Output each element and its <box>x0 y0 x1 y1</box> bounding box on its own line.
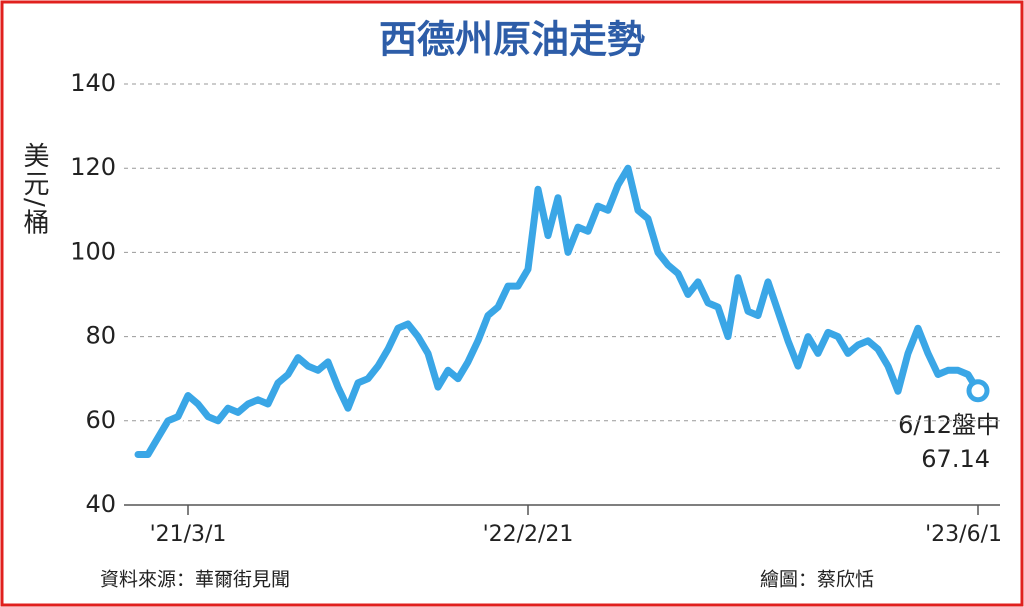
source: 資料來源：華爾街見聞 <box>100 569 290 591</box>
y-tick-label: 60 <box>85 406 116 434</box>
y-tick-label: 100 <box>70 237 116 265</box>
value-label: 67.14 <box>921 445 990 473</box>
credit: 繪圖：蔡欣恬 <box>760 569 874 591</box>
y-tick-label: 40 <box>85 490 116 518</box>
y-tick-label: 80 <box>85 322 116 350</box>
x-tick-label: '21/3/1 <box>150 522 227 547</box>
y-axis-label: 美元/桶 <box>19 142 49 237</box>
x-tick-label: '22/2/21 <box>483 522 574 547</box>
line <box>134 164 982 458</box>
chart-title: 西德州原油走勢 <box>379 18 645 62</box>
annotation: 6/12盤中 <box>898 411 1000 439</box>
y-tick-label: 120 <box>70 153 116 181</box>
y-tick-label: 140 <box>70 69 116 97</box>
x-tick-label: '23/6/1 <box>925 522 1002 547</box>
end-marker <box>966 379 990 403</box>
